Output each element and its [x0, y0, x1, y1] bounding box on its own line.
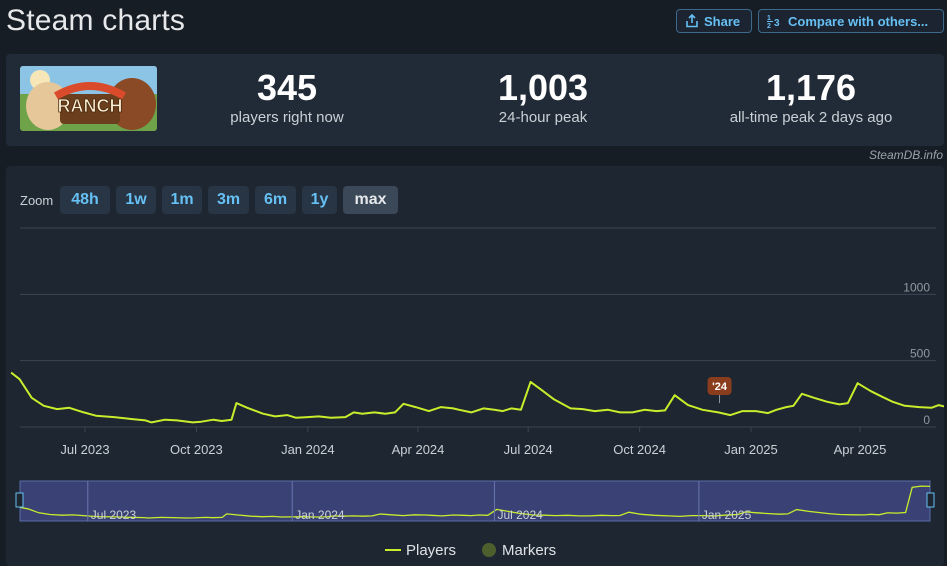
x-tick-label: Jul 2023 — [60, 442, 109, 457]
stats-panel: RANCH 345 players right now 1,003 24-hou… — [6, 54, 944, 146]
navigator-tick-label: Jul 2023 — [91, 508, 137, 522]
game-capsule-image[interactable]: RANCH — [20, 66, 157, 131]
navigator-tick-label: Jul 2024 — [497, 508, 543, 522]
marker-badge[interactable] — [707, 377, 732, 395]
x-tick-label: Oct 2024 — [613, 442, 666, 457]
legend-markers-swatch — [482, 543, 496, 557]
x-tick-label: Oct 2023 — [170, 442, 223, 457]
share-label: Share — [704, 13, 741, 29]
navigator-right-handle[interactable] — [926, 492, 935, 508]
alltime-peak-value: 1,176 — [765, 67, 857, 108]
zoom-label: Zoom — [20, 193, 54, 208]
svg-text:3: 3 — [774, 18, 780, 28]
page-title: Steam charts — [6, 4, 186, 37]
x-tick-label: Apr 2025 — [834, 442, 887, 457]
x-tick-label: Jan 2025 — [724, 442, 778, 457]
players-now-label: players right now — [230, 109, 344, 126]
y-tick-label: 1000 — [903, 280, 930, 294]
compare-label: Compare with others... — [788, 13, 929, 29]
zoom-max-button[interactable]: max — [343, 186, 398, 214]
peak-24h-label: 24-hour peak — [498, 109, 588, 126]
players-series-line — [10, 371, 944, 424]
legend-players-label[interactable]: Players — [406, 542, 456, 559]
navigator-tick-label: Jan 2024 — [295, 508, 345, 522]
zoom-3m-button[interactable]: 3m — [208, 186, 249, 214]
x-tick-label: Apr 2024 — [392, 442, 445, 457]
peak-24h-value: 1,003 — [497, 67, 589, 108]
share-button[interactable]: Share — [676, 9, 752, 33]
y-tick-label: 0 — [923, 413, 930, 427]
svg-text:1: 1 — [767, 15, 771, 22]
players-chart[interactable]: 0 500 1000 Jul 2023 Oct 2023 Jan 2024 Apr 2024… — [6, 166, 944, 566]
game-logo-text: RANCH — [58, 96, 123, 116]
stat-alltime-peak: 1,176 all-time peak 2 days ago — [686, 67, 936, 127]
players-now-value: 345 — [256, 67, 318, 108]
navigator-tick-label: Jan 2025 — [702, 508, 752, 522]
compare-icon: 1 2 3 — [767, 15, 780, 28]
zoom-1y-button[interactable]: 1y — [302, 186, 337, 214]
chart-panel: Zoom 48h 1w 1m 3m 6m 1y max 0 500 1000 Jul 2023 Oc… — [6, 166, 944, 566]
x-tick-label: Jan 2024 — [281, 442, 335, 457]
navigator-left-handle[interactable] — [15, 492, 24, 508]
zoom-1m-button[interactable]: 1m — [162, 186, 202, 214]
alltime-peak-label: all-time peak 2 days ago — [729, 109, 893, 126]
steamdb-credit[interactable]: SteamDB.info — [868, 148, 943, 162]
stat-players-now: 345 players right now — [202, 67, 372, 127]
svg-text:2: 2 — [767, 23, 771, 28]
zoom-6m-button[interactable]: 6m — [255, 186, 296, 214]
legend-markers-label[interactable]: Markers — [502, 542, 556, 559]
stat-24h-peak: 1,003 24-hour peak — [458, 67, 628, 127]
compare-button[interactable]: 1 2 3 Compare with others... — [758, 9, 944, 33]
navigator-series-line — [19, 485, 931, 519]
y-tick-label: 500 — [910, 347, 930, 361]
marker-label: '24 — [712, 381, 728, 393]
share-icon — [686, 14, 698, 28]
x-tick-label: Jul 2024 — [504, 442, 553, 457]
zoom-48h-button[interactable]: 48h — [60, 186, 110, 214]
zoom-1w-button[interactable]: 1w — [116, 186, 156, 214]
